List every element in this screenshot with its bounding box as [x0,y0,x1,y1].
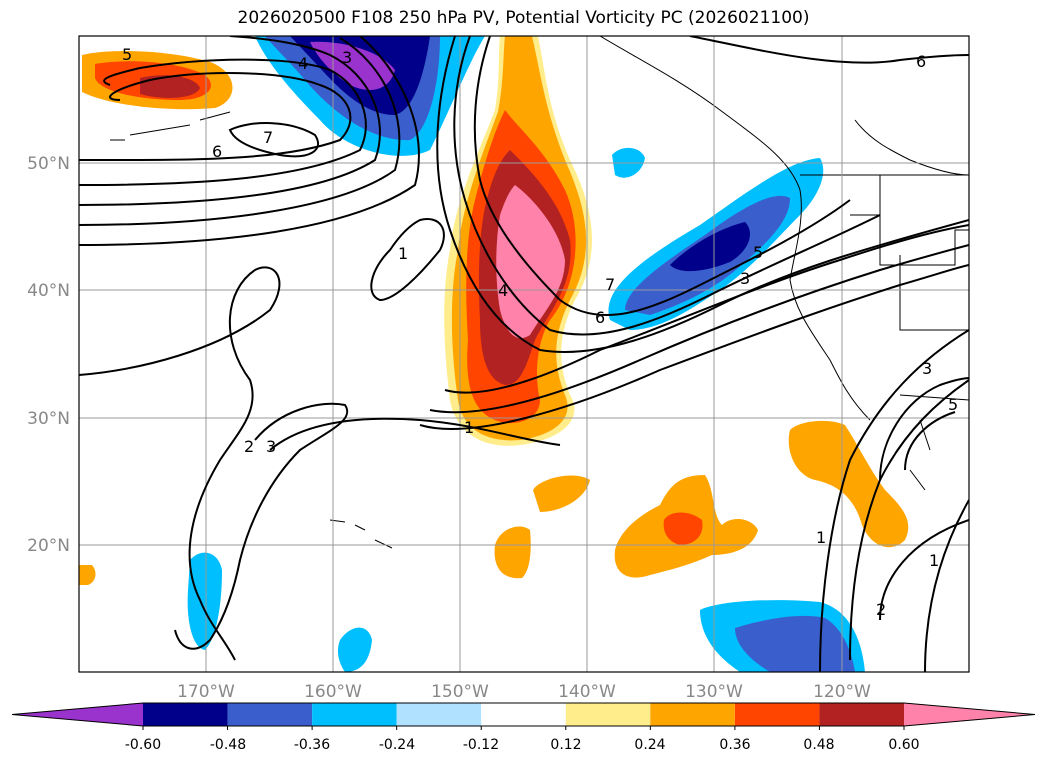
lat-label: 40°N [27,281,70,301]
colorbar-segment [396,703,482,726]
lon-label: 140°W [558,682,616,702]
longitude-labels: 170°W 160°W 150°W 140°W 130°W 120°W [177,682,871,702]
colorbar-tick-label: 0.24 [634,737,665,753]
contour-label: 4 [298,54,308,73]
lat-label: 20°N [27,536,70,556]
colorbar-segment [734,703,820,726]
colorbar-segment [143,703,228,726]
contour-label: 1 [929,551,939,570]
lon-label: 130°W [685,682,743,702]
colorbar-tick-label: 0.48 [803,737,834,753]
colorbar-tick-label: -0.36 [294,737,330,753]
contour-label: 6 [212,142,222,161]
contour-label: 1 [816,528,826,547]
colorbar-segment [650,703,735,726]
lon-label: 170°W [177,682,235,702]
colorbar-segment [481,703,566,726]
colorbar-segment [819,703,904,726]
colorbar-tick-label: -0.48 [210,737,246,753]
colorbar-extend-min [12,703,143,726]
contour-label: 6 [595,308,605,327]
lon-label: 120°W [813,682,871,702]
coastlines [110,36,969,549]
colorbar-tick-label: -0.12 [463,737,499,753]
map-frame [78,35,970,673]
colorbar-tick-label: 0.12 [550,737,581,753]
map-title: 2026020500 F108 250 hPa PV, Potential Vo… [237,8,810,28]
colorbar-tick-label: -0.24 [379,737,415,753]
contour-label: 3 [922,359,932,378]
lon-label: 160°W [304,682,362,702]
colorbar-tick-label: 0.60 [888,737,919,753]
contour-label: 5 [948,395,958,414]
lon-label: 150°W [431,682,489,702]
colorbar-tick-label: 0.36 [719,737,750,753]
contour-label: 2 [876,600,886,619]
contour-label: 3 [266,437,276,456]
contour-label-layer: 5 7 6 4 3 1 4 1 2 3 5 3 6 7 6 3 5 1 1 2 [122,45,958,619]
contour-label: 1 [464,418,474,437]
colorbar-segment [565,703,651,726]
colorbar-segment [312,703,397,726]
contour-label: 7 [263,128,273,147]
pv-contours [79,36,969,672]
lat-label: 30°N [27,409,70,429]
colorbar [11,702,1036,730]
contour-label: 7 [605,275,615,294]
contour-label: 3 [342,48,352,67]
contour-label: 5 [753,243,763,262]
contour-label: 3 [740,269,750,288]
contour-label: 4 [498,281,508,300]
latitude-labels: 50°N 40°N 30°N 20°N [27,154,70,556]
contour-label: 2 [244,437,254,456]
colorbar-extend-max [904,703,1035,726]
colorbar-tick-label: -0.60 [125,737,161,753]
lat-label: 50°N [27,154,70,174]
contour-label: 5 [122,45,132,64]
contour-label: 6 [916,52,926,71]
colorbar-labels: -0.60 -0.48 -0.36 -0.24 -0.12 0.12 0.24 … [125,737,920,753]
contour-label: 1 [398,244,408,263]
colorbar-segment [227,703,313,726]
